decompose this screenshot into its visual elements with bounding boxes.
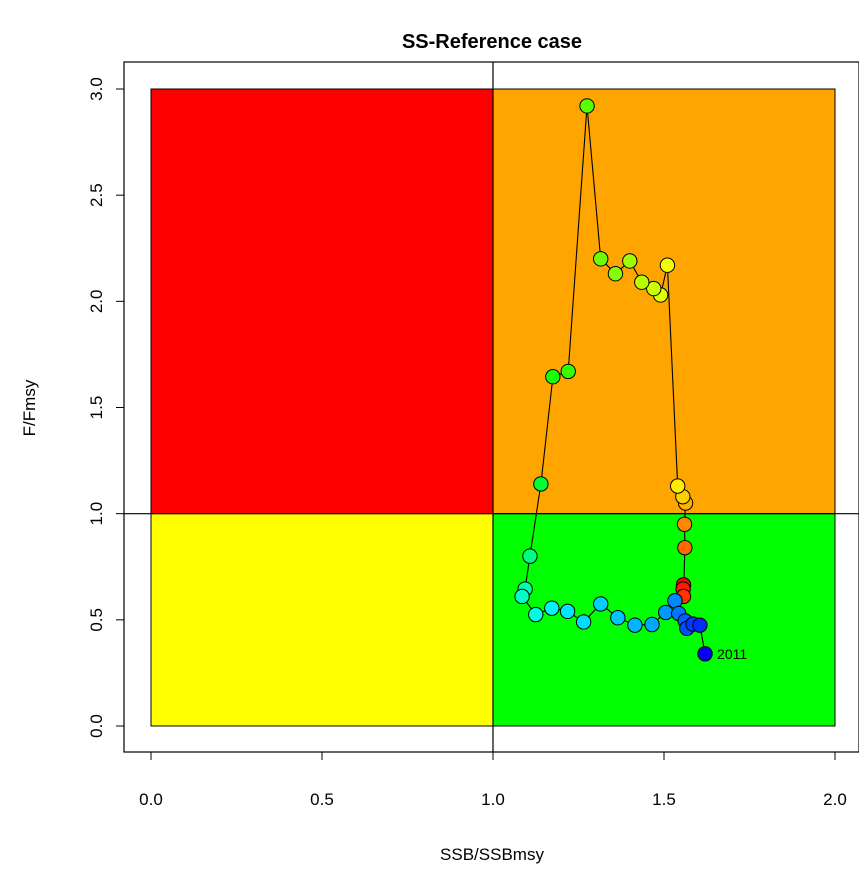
x-tick-label: 1.0 <box>481 790 505 809</box>
data-point <box>659 257 676 273</box>
quadrant-overfished-no-overfishing <box>150 513 494 727</box>
data-point <box>610 610 626 626</box>
data-point <box>646 280 662 297</box>
y-tick-label: 0.0 <box>87 714 106 738</box>
x-axis-label: SSB/SSBmsy <box>440 845 544 864</box>
data-point <box>627 617 643 633</box>
data-point <box>622 253 638 269</box>
data-point <box>634 274 650 290</box>
data-point <box>544 600 560 616</box>
data-point <box>658 604 674 621</box>
y-tick-label: 1.5 <box>87 396 106 420</box>
data-point <box>593 251 609 267</box>
chart-title: SS-Reference case <box>402 31 582 53</box>
data-point <box>533 476 549 492</box>
y-tick-label: 3.0 <box>87 77 106 101</box>
y-axis: 0.0 0.5 1.0 1.5 2.0 2.5 3.0 <box>87 77 125 738</box>
data-point <box>644 616 660 633</box>
x-tick-label: 2.0 <box>823 790 847 809</box>
data-point <box>667 593 683 609</box>
data-point <box>545 369 561 385</box>
data-point <box>669 478 686 494</box>
data-point <box>528 606 544 623</box>
point-label: 2011 <box>717 646 747 662</box>
x-tick-label: 0.0 <box>139 790 163 809</box>
y-tick-label: 0.5 <box>87 608 106 632</box>
y-axis-label: F/Fmsy <box>20 379 39 436</box>
data-point <box>607 266 624 282</box>
points-layer: 2011 <box>514 98 747 662</box>
data-point <box>514 588 530 605</box>
data-point <box>575 614 592 630</box>
data-point <box>560 363 576 380</box>
y-tick-label: 1.0 <box>87 502 106 526</box>
data-point <box>676 516 693 532</box>
data-point <box>677 539 693 556</box>
quadrant-overfished-overfishing <box>150 88 494 515</box>
x-axis: 0.0 0.5 1.0 1.5 2.0 <box>139 751 847 809</box>
x-tick-label: 1.5 <box>652 790 676 809</box>
data-point <box>579 98 595 114</box>
data-point <box>522 548 538 564</box>
quadrant-layer <box>150 88 836 727</box>
y-tick-label: 2.5 <box>87 183 106 207</box>
data-point <box>593 596 609 612</box>
data-point <box>692 617 708 633</box>
y-tick-label: 2.0 <box>87 290 106 314</box>
data-point <box>559 603 576 620</box>
x-tick-label: 0.5 <box>310 790 334 809</box>
data-point <box>697 646 713 662</box>
